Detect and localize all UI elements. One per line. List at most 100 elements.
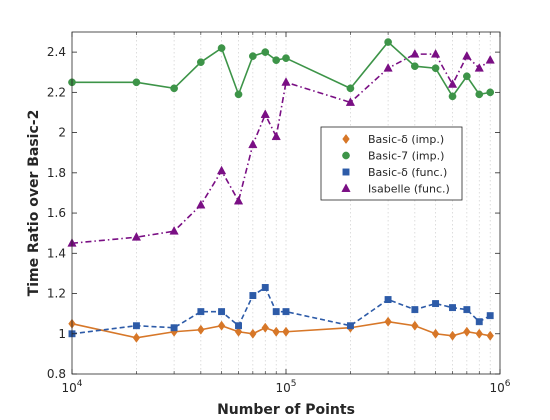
data-point — [410, 49, 420, 58]
data-point — [281, 77, 291, 86]
data-point — [170, 84, 178, 93]
data-point — [485, 55, 495, 64]
data-point — [474, 63, 484, 72]
data-point — [463, 306, 471, 314]
data-point — [217, 320, 226, 331]
data-point — [345, 97, 356, 106]
legend-label: Basic-δ (imp.) — [368, 133, 444, 146]
series-line — [71, 53, 491, 245]
legend: Basic-δ (imp.) Basic-7 (imp.) Basic-δ (fun… — [320, 126, 463, 201]
data-point — [383, 63, 393, 72]
data-point — [431, 64, 440, 73]
x-tick-label: 106 — [489, 379, 510, 395]
y-tick-label: 1.6 — [47, 206, 66, 220]
y-tick-label: 2.4 — [47, 45, 66, 59]
data-point — [432, 300, 440, 308]
data-point — [411, 320, 419, 331]
data-point — [218, 308, 226, 316]
data-point — [248, 139, 258, 149]
x-axis-label: Number of Points — [217, 402, 355, 418]
data-point — [272, 326, 280, 337]
data-point — [196, 199, 206, 209]
data-point — [486, 330, 494, 341]
legend-marker — [342, 151, 350, 160]
y-tick-label: 2.2 — [47, 85, 66, 99]
y-tick-label: 1.2 — [47, 287, 66, 301]
data-point — [463, 72, 471, 81]
legend-label: Basic-δ (func.) — [368, 166, 447, 179]
series-2 — [68, 38, 495, 101]
series-layer — [67, 38, 495, 343]
data-point — [234, 326, 243, 337]
data-point — [486, 312, 494, 320]
data-point — [282, 326, 290, 337]
data-point — [410, 62, 419, 71]
axis-ticks: 104 105 106 0.8 1 1.2 1.4 1.6 1.8 2 2.2 2.4 — [47, 32, 511, 395]
legend-label: Isabelle (func.) — [368, 183, 450, 196]
legend-item: Basic-δ (imp.) — [342, 133, 444, 146]
data-point — [475, 90, 484, 99]
data-point — [233, 195, 244, 205]
legend-item: Basic-δ (func.) — [342, 166, 447, 179]
data-point — [169, 226, 179, 235]
data-point — [475, 318, 483, 326]
y-tick-label: 1.4 — [47, 246, 66, 260]
data-point — [170, 324, 178, 332]
data-point — [261, 48, 270, 56]
data-point — [346, 322, 354, 330]
data-point — [261, 284, 269, 291]
series-line — [72, 40, 491, 98]
data-point — [249, 292, 257, 299]
data-point — [430, 49, 441, 58]
data-point — [249, 328, 257, 339]
data-point — [486, 88, 495, 97]
data-point — [462, 51, 472, 60]
x-tick-label: 105 — [275, 379, 296, 395]
data-point — [384, 296, 392, 304]
data-point — [384, 38, 392, 46]
data-point — [448, 330, 457, 341]
data-point — [449, 304, 456, 312]
y-tick-label: 1.8 — [47, 166, 66, 180]
data-point — [431, 328, 440, 339]
data-point — [260, 109, 270, 118]
legend-marker — [342, 168, 350, 176]
data-point — [447, 79, 458, 88]
data-point — [448, 92, 457, 101]
data-point — [411, 306, 419, 314]
data-point — [197, 324, 205, 335]
data-point — [132, 78, 141, 87]
data-point — [217, 44, 226, 52]
legend-item: Basic-7 (imp.) — [342, 150, 444, 163]
data-point — [196, 58, 205, 67]
legend-marker — [341, 183, 351, 192]
legend-marker — [342, 133, 350, 145]
y-tick-label: 1 — [58, 327, 66, 341]
y-tick-label: 0.8 — [47, 367, 66, 381]
data-point — [132, 322, 140, 330]
data-point — [384, 316, 392, 327]
legend-item: Isabelle (func.) — [341, 183, 450, 196]
data-point — [282, 308, 290, 316]
x-tick-label: 104 — [61, 379, 82, 395]
data-point — [235, 322, 242, 330]
y-tick-label: 2 — [58, 126, 66, 140]
data-point — [346, 84, 355, 93]
legend-label: Basic-7 (imp.) — [368, 150, 444, 163]
data-point — [475, 328, 483, 339]
data-point — [131, 232, 142, 241]
series-1 — [68, 316, 494, 343]
data-point — [249, 52, 257, 60]
data-point — [282, 54, 290, 63]
data-point — [234, 90, 243, 99]
y-axis-label: Time Ratio over Basic-2 — [26, 110, 42, 297]
data-point — [272, 56, 281, 65]
data-point — [463, 326, 471, 337]
data-point — [271, 131, 281, 141]
data-point — [132, 332, 141, 343]
data-point — [197, 308, 205, 316]
data-point — [272, 308, 280, 316]
data-point — [261, 322, 269, 333]
data-point — [216, 165, 227, 175]
